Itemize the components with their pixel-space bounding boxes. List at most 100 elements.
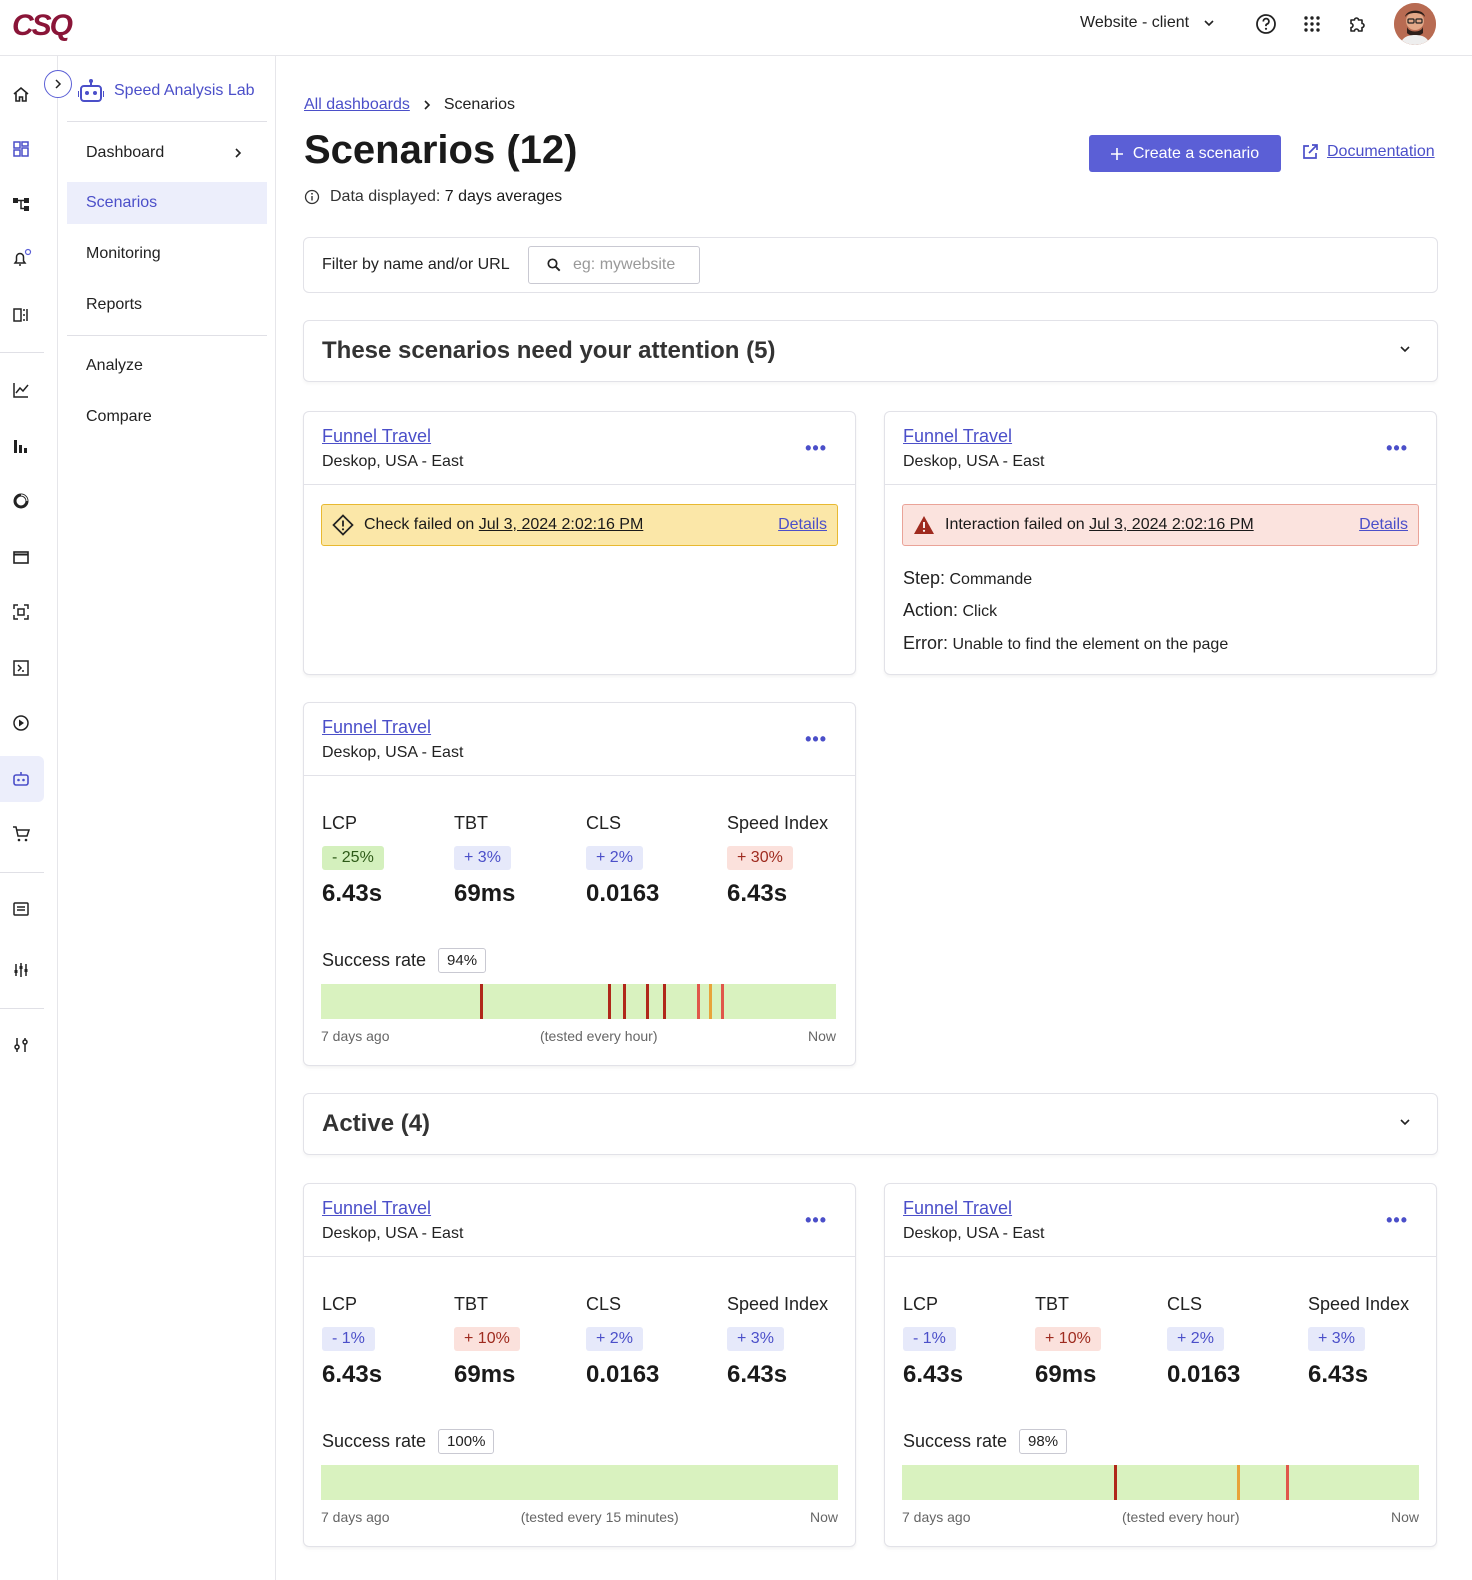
failure-tick	[721, 984, 724, 1019]
breadcrumb: All dashboards Scenarios	[304, 96, 515, 114]
chevron-down-icon	[1204, 20, 1214, 27]
scenario-subtitle: Deskop, USA - East	[903, 1225, 1045, 1242]
page-title: Scenarios (12)	[304, 128, 578, 172]
delta-badge: - 25%	[322, 846, 384, 870]
window-icon[interactable]	[10, 546, 32, 568]
delta-badge: + 10%	[1035, 1327, 1101, 1351]
create-scenario-label: Create a scenario	[1132, 144, 1260, 162]
robot-icon[interactable]	[10, 768, 32, 790]
collapse-sidebar-button[interactable]	[44, 70, 72, 98]
active-section-header[interactable]: Active (4)	[303, 1093, 1438, 1155]
split-view-icon[interactable]	[10, 304, 32, 326]
failure-tick	[697, 984, 700, 1019]
metric-cls: CLS + 2% 0.0163	[586, 1294, 660, 1388]
timeline-footer: 7 days ago (tested every hour) Now	[321, 1028, 836, 1044]
scenario-title-link[interactable]: Funnel Travel	[903, 1198, 1013, 1218]
breadcrumb-link[interactable]: All dashboards	[304, 96, 410, 113]
tray-icon[interactable]	[10, 898, 32, 920]
line-chart-icon[interactable]	[10, 379, 32, 401]
more-options-icon[interactable]: •••	[1386, 438, 1408, 458]
filter-input[interactable]: eg: mywebsite	[528, 246, 700, 284]
nav-item-monitoring[interactable]: Monitoring	[67, 233, 267, 275]
documentation-link[interactable]: Documentation	[1301, 143, 1435, 161]
details-link[interactable]: Details	[778, 516, 827, 533]
bell-icon[interactable]	[10, 248, 32, 270]
warning-diamond-icon	[332, 514, 354, 536]
top-bar: CSQ Website - client	[0, 0, 1472, 56]
chevron-right-icon	[55, 79, 62, 89]
success-rate: Success rate 100%	[322, 1429, 495, 1454]
warning-tick	[1237, 1465, 1240, 1500]
failure-tick	[1286, 1465, 1289, 1500]
metric-speed-index: Speed Index + 3% 6.43s	[727, 1294, 829, 1388]
more-options-icon[interactable]: •••	[805, 438, 827, 458]
metric-cls: CLS + 2% 0.0163	[586, 813, 660, 907]
nav-item-dashboard[interactable]: Dashboard	[67, 132, 267, 174]
create-scenario-button[interactable]: Create a scenario	[1089, 135, 1281, 172]
puzzle-icon[interactable]	[1346, 12, 1370, 36]
details-link[interactable]: Details	[1359, 516, 1408, 533]
sub-navigation	[58, 56, 276, 1580]
code-icon[interactable]	[10, 657, 32, 679]
nav-item-label: Reports	[86, 296, 143, 313]
apps-grid-icon[interactable]	[1300, 12, 1324, 36]
nav-item-label: Analyze	[86, 357, 143, 374]
settings-sliders-icon[interactable]	[10, 1034, 32, 1056]
delta-badge: + 2%	[586, 846, 643, 870]
scenario-title-link[interactable]: Funnel Travel	[322, 717, 432, 737]
scenario-title-link[interactable]: Funnel Travel	[322, 426, 432, 446]
donut-icon[interactable]	[10, 490, 32, 512]
plus-icon	[1110, 147, 1123, 160]
avatar[interactable]	[1394, 3, 1436, 45]
home-icon[interactable]	[10, 83, 32, 105]
metric-lcp: LCP - 1% 6.43s	[903, 1294, 964, 1388]
scenario-subtitle: Deskop, USA - East	[322, 744, 464, 761]
nav-item-analyze[interactable]: Analyze	[67, 345, 267, 387]
cart-icon[interactable]	[10, 823, 32, 845]
success-rate: Success rate 94%	[322, 948, 487, 973]
warning-tick	[709, 984, 712, 1019]
error-step: Step: Commande	[903, 568, 1033, 588]
scenario-card: Funnel Travel Deskop, USA - East ••• Int…	[884, 411, 1437, 675]
breadcrumb-current: Scenarios	[443, 96, 515, 113]
warning-triangle-icon	[914, 516, 934, 534]
nav-item-reports[interactable]: Reports	[67, 284, 267, 326]
scenario-card: Funnel Travel Deskop, USA - East ••• LCP…	[884, 1183, 1437, 1547]
delta-badge: + 10%	[454, 1327, 520, 1351]
icon-rail	[0, 56, 58, 1580]
metric-speed-index: Speed Index + 30% 6.43s	[727, 813, 829, 907]
more-options-icon[interactable]: •••	[805, 1210, 827, 1230]
more-options-icon[interactable]: •••	[805, 729, 827, 749]
help-icon[interactable]	[1254, 12, 1278, 36]
interaction-failed-alert: Interaction failed on Jul 3, 2024 2:02:1…	[902, 504, 1419, 546]
scenario-title-link[interactable]: Funnel Travel	[903, 426, 1013, 446]
journey-icon[interactable]	[10, 193, 32, 215]
nav-item-scenarios[interactable]: Scenarios	[67, 182, 267, 224]
failure-tick	[480, 984, 483, 1019]
dashboard-icon[interactable]	[10, 138, 32, 160]
alert-prefix: Check failed on	[364, 516, 475, 533]
metrics-row: LCP - 1% 6.43s TBT + 10% 69ms CLS + 2% 0.0163 …	[885, 1294, 1436, 1414]
delta-badge: + 30%	[727, 846, 793, 870]
scenario-card: Funnel Travel Deskop, USA - East ••• Che…	[303, 411, 856, 675]
success-rate-value: 100%	[438, 1429, 495, 1454]
nav-item-compare[interactable]: Compare	[67, 396, 267, 438]
data-info-value: 7 days averages	[444, 188, 563, 205]
bar-chart-icon[interactable]	[10, 435, 32, 457]
attention-section-header[interactable]: These scenarios need your attention (5)	[303, 320, 1438, 382]
failure-tick	[646, 984, 649, 1019]
alert-prefix: Interaction failed on	[945, 516, 1085, 533]
site-selector[interactable]: Website - client	[1080, 14, 1215, 32]
csq-logo[interactable]: CSQ	[12, 9, 73, 42]
capture-icon[interactable]	[10, 601, 32, 623]
external-link-icon	[1303, 144, 1318, 159]
scenario-title-link[interactable]: Funnel Travel	[322, 1198, 432, 1218]
section-title: Speed Analysis Lab	[78, 78, 255, 104]
delta-badge: + 3%	[454, 846, 511, 870]
chevron-down-icon	[1400, 1119, 1410, 1126]
equalizer-icon[interactable]	[10, 959, 32, 981]
delta-badge: - 1%	[903, 1327, 956, 1351]
play-icon[interactable]	[10, 712, 32, 734]
rail-active-indicator	[0, 756, 44, 802]
more-options-icon[interactable]: •••	[1386, 1210, 1408, 1230]
